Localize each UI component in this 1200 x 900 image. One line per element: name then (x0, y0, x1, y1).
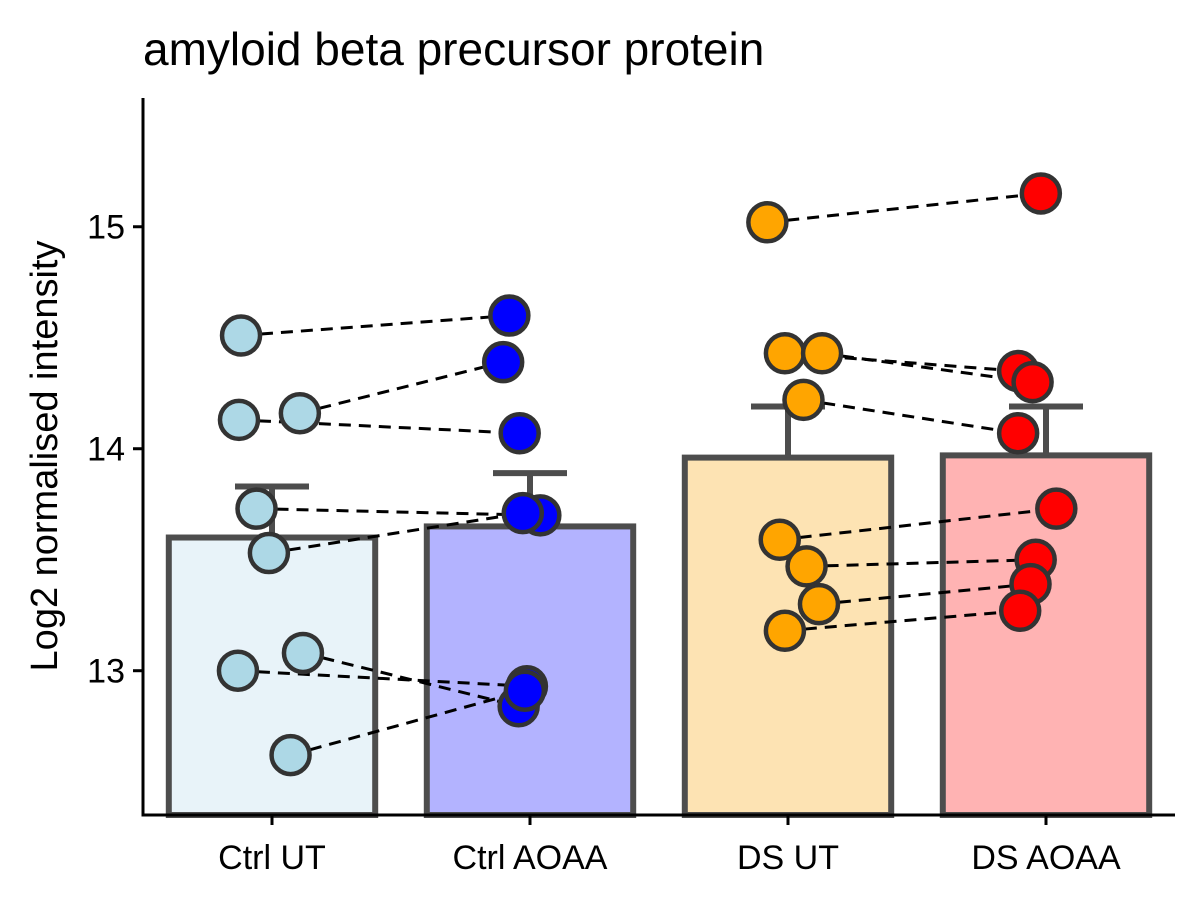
pair-line-8 (767, 191, 1041, 224)
point-1-0 (488, 294, 531, 337)
point-0-1 (217, 398, 261, 442)
pair-line-11 (803, 398, 1019, 435)
point-0-4 (247, 531, 291, 575)
y-tick-label-0: 13 (87, 653, 125, 691)
point-2-3 (782, 378, 825, 422)
point-3-3 (996, 411, 1040, 455)
point-1-1 (481, 340, 525, 384)
point-1-7 (503, 669, 547, 712)
point-1-2 (498, 411, 541, 455)
point-0-5 (216, 649, 260, 692)
pair-line-6 (237, 669, 527, 688)
point-1-4 (501, 491, 545, 535)
point-2-5 (785, 545, 828, 588)
point-2-7 (763, 609, 807, 653)
bars-layer (165, 452, 1153, 818)
axes-layer: 13 14 15 Ctrl UT Ctrl AOAA DS UT DS AOAA (87, 98, 1175, 877)
point-2-6 (797, 582, 841, 626)
pair-line-3 (256, 507, 541, 517)
x-tick-label-0: Ctrl UT (218, 839, 326, 877)
point-2-1 (763, 332, 807, 375)
pair-line-1 (299, 360, 504, 415)
point-3-7 (998, 589, 1042, 633)
pair-line-14 (818, 582, 1031, 606)
point-0-0 (219, 314, 263, 357)
point-0-7 (269, 733, 312, 777)
point-2-2 (800, 332, 844, 375)
point-3-0 (1019, 172, 1063, 215)
pair-line-7 (290, 689, 526, 757)
pair-line-13 (806, 558, 1036, 568)
pair-line-5 (302, 651, 520, 708)
point-3-2 (1011, 360, 1054, 404)
x-tick-label-1: Ctrl AOAA (453, 839, 608, 877)
points-layer (216, 172, 1078, 777)
point-0-2 (278, 391, 322, 435)
x-tick-label-2: DS UT (737, 839, 839, 877)
point-2-0 (746, 201, 789, 244)
pair-line-10 (821, 351, 1033, 384)
y-tick-label-2: 15 (87, 209, 125, 247)
point-0-6 (281, 631, 325, 675)
pair-line-4 (268, 511, 524, 555)
point-0-3 (235, 487, 278, 530)
y-axis-title: Log2 normalised intensity (24, 241, 66, 672)
point-2-4 (758, 518, 801, 561)
y-tick-label-1: 14 (87, 431, 125, 469)
pair-line-12 (779, 507, 1057, 542)
chart-title: amyloid beta precursor protein (143, 23, 765, 75)
point-3-4 (1035, 487, 1078, 530)
pair-line-0 (240, 314, 510, 338)
x-tick-label-3: DS AOAA (971, 839, 1121, 877)
